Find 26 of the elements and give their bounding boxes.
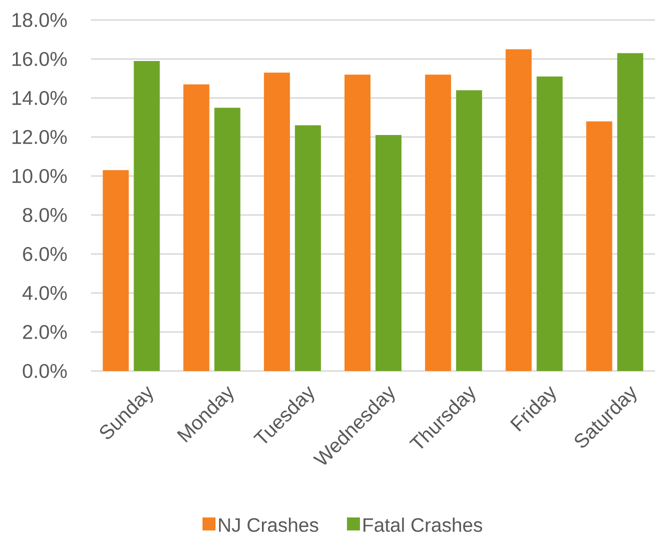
bar [617, 53, 644, 371]
y-tick-label: 16.0% [12, 52, 67, 66]
y-tick-label: 6.0% [23, 246, 67, 262]
bar [264, 72, 290, 371]
y-tick-label: 10.0% [12, 168, 67, 184]
y-tick-label: 8.0% [22, 208, 67, 222]
y-tick-label: 18.0% [12, 12, 67, 28]
y-tick-label: 12.0% [12, 130, 67, 144]
y-tick-label: 0.0% [22, 364, 67, 378]
bar [586, 121, 612, 371]
legend-label: Fatal Crashes [364, 518, 482, 532]
bar [102, 170, 129, 371]
bar [506, 49, 532, 371]
bar [134, 60, 160, 371]
bar [425, 74, 452, 371]
bar [456, 90, 482, 371]
bar [536, 76, 563, 371]
bar [344, 74, 371, 371]
bar [183, 84, 210, 371]
bar [294, 125, 321, 371]
y-tick-label: 2.0% [23, 324, 67, 340]
y-tick-label: 14.0% [12, 90, 67, 106]
bar [376, 135, 402, 371]
bar [214, 108, 240, 371]
legend-label: NJ Crashes [219, 518, 318, 532]
y-tick-label: 4.0% [22, 286, 67, 300]
